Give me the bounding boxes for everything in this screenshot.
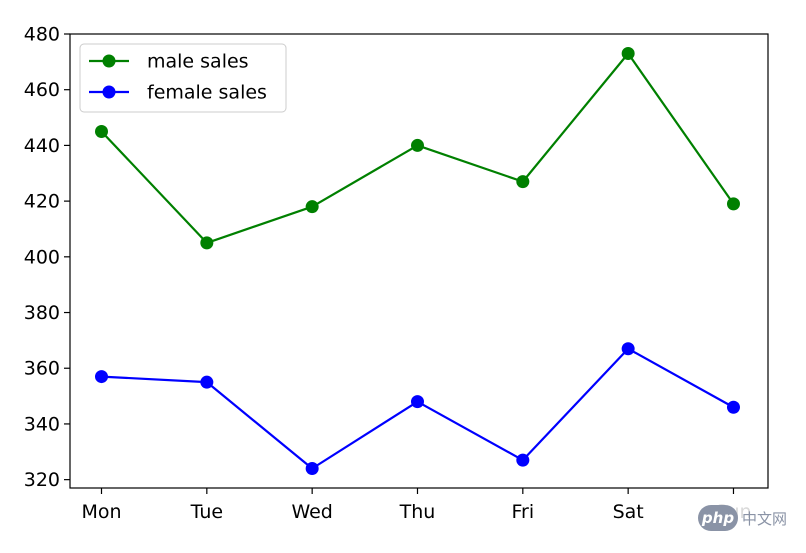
x-tick-label: Fri <box>511 501 534 523</box>
legend-marker-female <box>102 85 116 99</box>
x-tick-label: Thu <box>399 501 436 523</box>
data-point-male <box>95 124 108 138</box>
watermark-text: 中文网 <box>742 509 788 528</box>
legend-box <box>79 43 287 113</box>
x-tick-label: Mon <box>81 501 121 523</box>
y-tick-label: 320 <box>24 469 60 491</box>
data-point-male <box>516 175 530 189</box>
y-tick-label: 420 <box>24 191 60 213</box>
data-point-female <box>95 370 108 384</box>
legend-marker-male <box>102 54 116 68</box>
data-point-female <box>621 342 635 356</box>
series-line-female <box>101 347 735 470</box>
data-point-female <box>726 400 740 414</box>
data-point-male <box>410 138 424 152</box>
y-tick-label: 340 <box>24 413 60 435</box>
data-point-female <box>200 375 214 389</box>
y-tick-label: 480 <box>24 24 60 46</box>
data-point-female <box>516 453 530 467</box>
data-point-female <box>410 395 424 409</box>
x-tick-label: Sat <box>613 501 644 523</box>
plot-frame <box>69 33 769 489</box>
legend-label-male: male sales <box>147 51 249 73</box>
data-point-female <box>305 462 319 476</box>
x-tick-label: Tue <box>190 501 223 523</box>
legend-label-female: female sales <box>147 82 267 104</box>
php-logo-icon: php <box>698 505 738 531</box>
watermark: php 中文网 <box>694 503 792 533</box>
data-point-male <box>726 197 740 211</box>
data-point-male <box>305 200 319 214</box>
data-point-male <box>621 46 635 60</box>
y-tick-label: 440 <box>24 135 60 157</box>
y-tick-label: 460 <box>24 79 60 101</box>
y-tick-label: 360 <box>24 358 60 380</box>
y-tick-label: 380 <box>24 302 60 324</box>
data-point-male <box>200 236 214 250</box>
x-tick-label: Wed <box>291 501 332 523</box>
y-tick-label: 400 <box>24 246 60 268</box>
